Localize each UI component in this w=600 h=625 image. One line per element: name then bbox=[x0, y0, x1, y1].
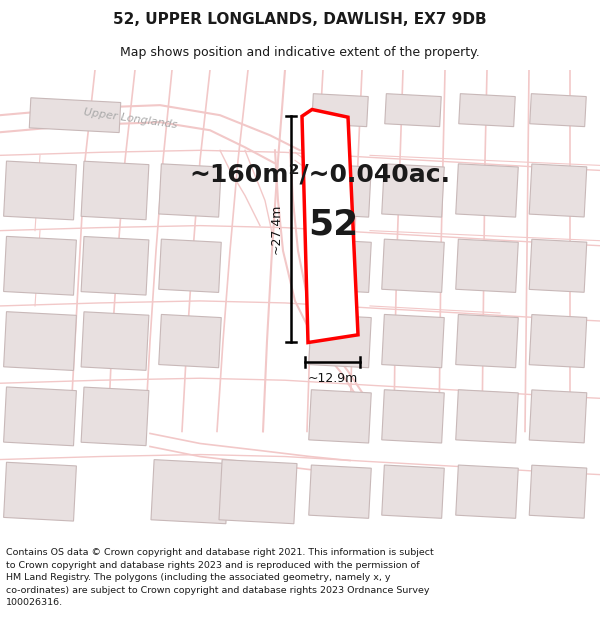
Polygon shape bbox=[529, 465, 587, 518]
Polygon shape bbox=[159, 164, 221, 217]
Polygon shape bbox=[382, 314, 444, 368]
Polygon shape bbox=[456, 390, 518, 443]
Polygon shape bbox=[151, 459, 229, 524]
Polygon shape bbox=[81, 387, 149, 446]
Polygon shape bbox=[219, 459, 297, 524]
Text: 52, UPPER LONGLANDS, DAWLISH, EX7 9DB: 52, UPPER LONGLANDS, DAWLISH, EX7 9DB bbox=[113, 12, 487, 27]
Polygon shape bbox=[4, 462, 76, 521]
Polygon shape bbox=[456, 239, 518, 292]
Text: Upper Longlands: Upper Longlands bbox=[83, 107, 178, 129]
Polygon shape bbox=[456, 314, 518, 368]
Polygon shape bbox=[459, 94, 515, 127]
Polygon shape bbox=[382, 239, 444, 292]
Polygon shape bbox=[309, 314, 371, 368]
Polygon shape bbox=[382, 390, 444, 443]
Polygon shape bbox=[309, 164, 371, 217]
Polygon shape bbox=[159, 239, 221, 292]
Polygon shape bbox=[4, 236, 76, 295]
Polygon shape bbox=[529, 390, 587, 443]
Text: 52: 52 bbox=[308, 207, 359, 241]
Polygon shape bbox=[29, 98, 121, 132]
Polygon shape bbox=[529, 239, 587, 292]
Polygon shape bbox=[456, 465, 518, 518]
Polygon shape bbox=[312, 94, 368, 127]
Polygon shape bbox=[4, 387, 76, 446]
Polygon shape bbox=[81, 236, 149, 295]
Polygon shape bbox=[4, 312, 76, 371]
Polygon shape bbox=[4, 161, 76, 220]
Polygon shape bbox=[530, 94, 586, 127]
Polygon shape bbox=[309, 390, 371, 443]
Polygon shape bbox=[309, 465, 371, 518]
Text: ~12.9m: ~12.9m bbox=[307, 372, 358, 385]
Text: Contains OS data © Crown copyright and database right 2021. This information is : Contains OS data © Crown copyright and d… bbox=[6, 548, 434, 607]
Polygon shape bbox=[382, 465, 444, 518]
Text: Map shows position and indicative extent of the property.: Map shows position and indicative extent… bbox=[120, 46, 480, 59]
Text: ~27.4m: ~27.4m bbox=[270, 204, 283, 254]
Polygon shape bbox=[302, 109, 358, 342]
Polygon shape bbox=[81, 161, 149, 220]
Polygon shape bbox=[309, 239, 371, 292]
Polygon shape bbox=[529, 314, 587, 368]
Polygon shape bbox=[529, 164, 587, 217]
Polygon shape bbox=[456, 164, 518, 217]
Polygon shape bbox=[159, 314, 221, 368]
Polygon shape bbox=[382, 164, 444, 217]
Polygon shape bbox=[81, 312, 149, 371]
Text: ~160m²/~0.040ac.: ~160m²/~0.040ac. bbox=[190, 162, 451, 186]
Polygon shape bbox=[385, 94, 441, 127]
